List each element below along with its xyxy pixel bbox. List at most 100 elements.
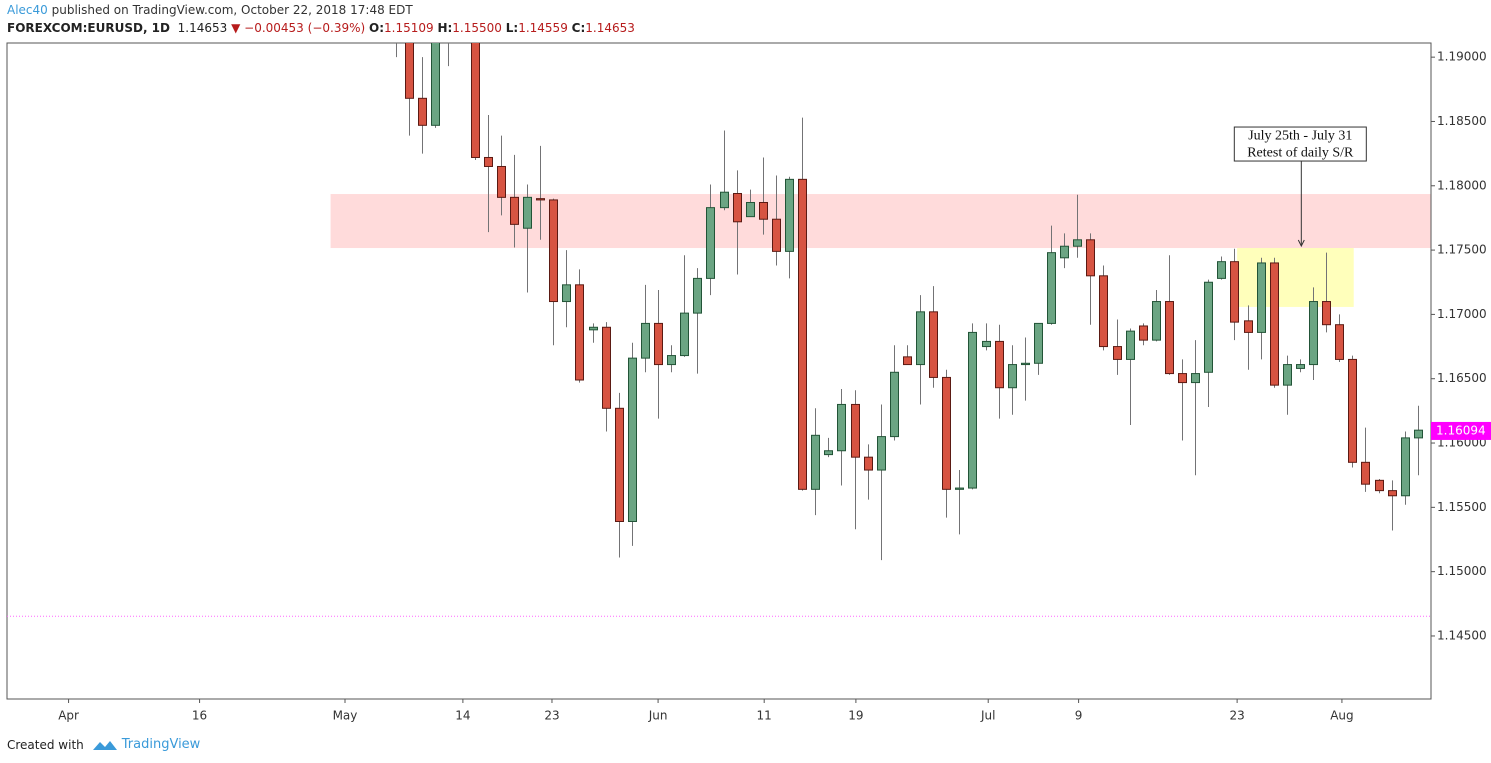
- change: −0.00453 (−0.39%): [244, 21, 366, 35]
- candle-body: [890, 371, 899, 438]
- annotation-text: July 25th - July 31: [1248, 128, 1352, 143]
- candle-body: [785, 178, 794, 252]
- candle-body: [772, 218, 781, 252]
- candle-body: [1165, 301, 1174, 375]
- candle-body: [641, 322, 650, 359]
- y-tick-label: 1.17000: [1437, 307, 1487, 321]
- candle-body: [1086, 239, 1095, 277]
- candle-body: [393, 12, 401, 25]
- candle-body: [1401, 437, 1410, 497]
- candle-body: [1060, 245, 1069, 259]
- x-tick-label: Aug: [1330, 709, 1353, 723]
- candle-body: [405, 43, 414, 99]
- x-tick-label: Apr: [58, 709, 79, 723]
- candle-body: [667, 355, 676, 366]
- candle-body: [1361, 461, 1370, 485]
- ohlc-label: O:: [369, 21, 384, 35]
- candle-body: [1047, 252, 1056, 324]
- candle-body: [746, 201, 755, 218]
- candle-body: [1139, 325, 1148, 341]
- candle-body: [1244, 320, 1253, 333]
- x-tick-label: Jun: [648, 709, 668, 723]
- arrow: ▼: [231, 21, 241, 35]
- candle-body: [510, 196, 519, 225]
- candle-body: [824, 450, 833, 456]
- candle-body: [445, 0, 453, 19]
- candle-body: [680, 312, 689, 357]
- candle-body: [1191, 373, 1200, 384]
- arrow-head: [1297, 239, 1305, 248]
- candle-body: [1152, 301, 1161, 341]
- x-tick-label: 19: [848, 709, 863, 723]
- candle-body: [1348, 358, 1357, 463]
- candle-body: [654, 322, 663, 366]
- candle-body: [916, 311, 925, 366]
- candle-body: [1073, 239, 1082, 247]
- candle-body: [798, 178, 807, 490]
- last-price-box: [1431, 421, 1491, 440]
- symbol-line: FOREXCOM:EURUSD, 1D 1.14653 ▼ −0.00453 (…: [7, 21, 635, 35]
- plot: [7, 0, 1431, 617]
- candle-body: [1296, 364, 1305, 369]
- candle-body: [1322, 301, 1331, 326]
- plot-frame: [6, 42, 1432, 700]
- x-tick-label: 23: [544, 709, 559, 723]
- ohlc-value: 1.15500: [452, 21, 502, 35]
- annotation-text: Retest of daily S/R: [1247, 145, 1354, 160]
- ohlc-value: 1.15109: [384, 21, 434, 35]
- y-tick-label: 1.18000: [1437, 178, 1487, 192]
- candle-body: [903, 356, 912, 366]
- candle-body: [955, 487, 964, 490]
- candle-body: [523, 196, 532, 229]
- x-tick-label: 14: [455, 709, 470, 723]
- candle-body: [1257, 262, 1266, 333]
- candle-body: [589, 326, 598, 331]
- candle-body: [418, 97, 427, 126]
- candle-body: [877, 436, 886, 471]
- candle-body: [1270, 262, 1279, 386]
- y-tick-label: 1.15500: [1437, 500, 1487, 514]
- footer: Created with TradingView: [7, 737, 200, 752]
- candle-body: [942, 376, 951, 490]
- zone: [1237, 248, 1354, 307]
- brand[interactable]: TradingView: [121, 737, 201, 752]
- ohlc-label: H:: [437, 21, 453, 35]
- x-tick-label: 23: [1229, 709, 1244, 723]
- candle-body: [1099, 275, 1108, 348]
- candle-body: [1008, 364, 1017, 389]
- candle-body: [431, 43, 440, 126]
- candle-body: [1388, 490, 1397, 497]
- y-tick-label: 1.15000: [1437, 564, 1487, 578]
- ohlc-value: 1.14653: [585, 21, 635, 35]
- candle-body: [706, 207, 715, 279]
- ohlc-label: C:: [571, 21, 586, 35]
- header-line: Alec40 published on TradingView.com, Oct…: [7, 3, 413, 17]
- candle-body: [1204, 281, 1213, 373]
- candle-body: [1230, 261, 1239, 323]
- candle-body: [1021, 362, 1030, 366]
- candle-body: [562, 284, 571, 303]
- candle-body: [811, 434, 820, 490]
- candle-body: [864, 456, 873, 471]
- candle-body: [1126, 330, 1135, 360]
- y-tick-label: 1.18500: [1437, 114, 1487, 128]
- candle-body: [484, 156, 493, 167]
- author[interactable]: Alec40: [7, 3, 48, 17]
- candle-body: [471, 43, 480, 158]
- candle-body: [720, 191, 729, 209]
- candle-body: [733, 192, 742, 223]
- candle-body: [602, 326, 611, 409]
- y-tick-label: 1.17500: [1437, 243, 1487, 257]
- x-tick-label: 11: [757, 709, 772, 723]
- ohlc-label: L:: [505, 21, 519, 35]
- y-tick-label: 1.16500: [1437, 371, 1487, 385]
- candle-body: [1335, 324, 1344, 360]
- candle-body: [1113, 346, 1122, 360]
- last-price-label: 1.16094: [1436, 423, 1486, 437]
- y-tick-label: 1.14500: [1437, 628, 1487, 642]
- annotation-box: [1233, 126, 1367, 162]
- zone: [330, 194, 1431, 249]
- candle-body: [759, 201, 768, 220]
